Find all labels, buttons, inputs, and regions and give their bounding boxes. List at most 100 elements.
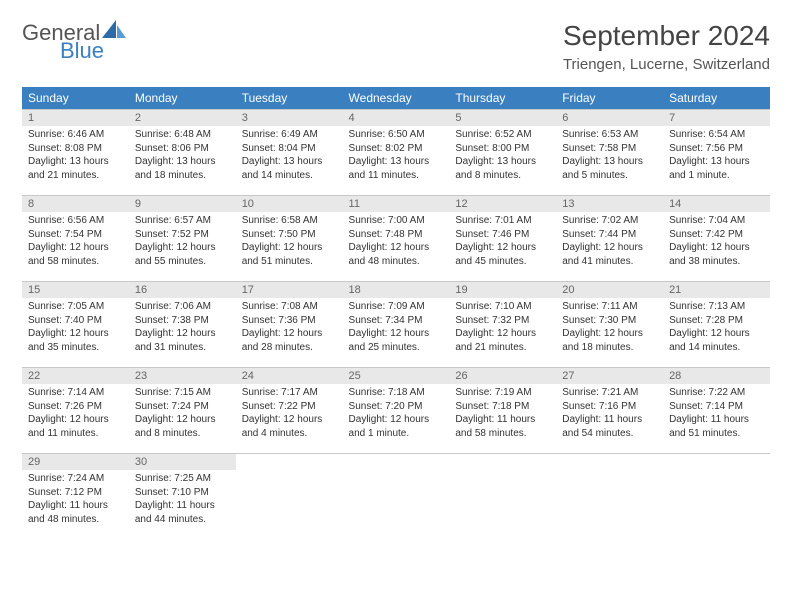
day-content: Sunrise: 7:24 AMSunset: 7:12 PMDaylight:… [22, 470, 129, 530]
calendar-row: 22Sunrise: 7:14 AMSunset: 7:26 PMDayligh… [22, 368, 770, 454]
day-content: Sunrise: 7:04 AMSunset: 7:42 PMDaylight:… [663, 212, 770, 272]
day-content: Sunrise: 6:50 AMSunset: 8:02 PMDaylight:… [343, 126, 450, 186]
day-number: 26 [449, 368, 556, 384]
calendar-row: 29Sunrise: 7:24 AMSunset: 7:12 PMDayligh… [22, 454, 770, 540]
weekday-header: Monday [129, 87, 236, 110]
day-number: 21 [663, 282, 770, 298]
calendar-cell: 23Sunrise: 7:15 AMSunset: 7:24 PMDayligh… [129, 368, 236, 454]
calendar-cell: 12Sunrise: 7:01 AMSunset: 7:46 PMDayligh… [449, 196, 556, 282]
day-content: Sunrise: 7:05 AMSunset: 7:40 PMDaylight:… [22, 298, 129, 358]
daylight-line: Daylight: 13 hours and 5 minutes. [562, 155, 657, 182]
sunrise-line: Sunrise: 6:58 AM [242, 214, 337, 228]
day-number: 24 [236, 368, 343, 384]
weekday-header: Friday [556, 87, 663, 110]
sunrise-line: Sunrise: 7:05 AM [28, 300, 123, 314]
calendar-cell: 29Sunrise: 7:24 AMSunset: 7:12 PMDayligh… [22, 454, 129, 540]
sunset-line: Sunset: 8:08 PM [28, 142, 123, 156]
sunset-line: Sunset: 7:20 PM [349, 400, 444, 414]
daylight-line: Daylight: 12 hours and 45 minutes. [455, 241, 550, 268]
sunrise-line: Sunrise: 6:57 AM [135, 214, 230, 228]
day-number: 28 [663, 368, 770, 384]
calendar-cell [663, 454, 770, 540]
calendar-cell: 9Sunrise: 6:57 AMSunset: 7:52 PMDaylight… [129, 196, 236, 282]
daylight-line: Daylight: 12 hours and 55 minutes. [135, 241, 230, 268]
sunrise-line: Sunrise: 6:53 AM [562, 128, 657, 142]
sunrise-line: Sunrise: 7:10 AM [455, 300, 550, 314]
calendar-cell: 22Sunrise: 7:14 AMSunset: 7:26 PMDayligh… [22, 368, 129, 454]
calendar-cell: 3Sunrise: 6:49 AMSunset: 8:04 PMDaylight… [236, 110, 343, 196]
day-number: 11 [343, 196, 450, 212]
sunrise-line: Sunrise: 7:18 AM [349, 386, 444, 400]
daylight-line: Daylight: 13 hours and 8 minutes. [455, 155, 550, 182]
daylight-line: Daylight: 12 hours and 48 minutes. [349, 241, 444, 268]
sunrise-line: Sunrise: 6:56 AM [28, 214, 123, 228]
sunset-line: Sunset: 7:24 PM [135, 400, 230, 414]
day-content: Sunrise: 6:58 AMSunset: 7:50 PMDaylight:… [236, 212, 343, 272]
calendar-cell: 11Sunrise: 7:00 AMSunset: 7:48 PMDayligh… [343, 196, 450, 282]
calendar-cell: 20Sunrise: 7:11 AMSunset: 7:30 PMDayligh… [556, 282, 663, 368]
sunrise-line: Sunrise: 7:00 AM [349, 214, 444, 228]
logo: General Blue [22, 20, 128, 62]
day-number: 27 [556, 368, 663, 384]
day-number: 6 [556, 110, 663, 126]
calendar-cell [556, 454, 663, 540]
daylight-line: Daylight: 12 hours and 35 minutes. [28, 327, 123, 354]
location-text: Triengen, Lucerne, Switzerland [563, 56, 770, 73]
sunset-line: Sunset: 7:22 PM [242, 400, 337, 414]
day-content: Sunrise: 7:17 AMSunset: 7:22 PMDaylight:… [236, 384, 343, 444]
day-content: Sunrise: 7:18 AMSunset: 7:20 PMDaylight:… [343, 384, 450, 444]
sunrise-line: Sunrise: 6:46 AM [28, 128, 123, 142]
day-number: 5 [449, 110, 556, 126]
sunset-line: Sunset: 7:46 PM [455, 228, 550, 242]
calendar-cell [343, 454, 450, 540]
daylight-line: Daylight: 12 hours and 38 minutes. [669, 241, 764, 268]
daylight-line: Daylight: 12 hours and 14 minutes. [669, 327, 764, 354]
calendar-cell: 6Sunrise: 6:53 AMSunset: 7:58 PMDaylight… [556, 110, 663, 196]
day-content: Sunrise: 7:22 AMSunset: 7:14 PMDaylight:… [663, 384, 770, 444]
sunset-line: Sunset: 7:56 PM [669, 142, 764, 156]
day-content: Sunrise: 6:48 AMSunset: 8:06 PMDaylight:… [129, 126, 236, 186]
logo-text-blue: Blue [60, 40, 128, 62]
day-number: 16 [129, 282, 236, 298]
day-content: Sunrise: 6:46 AMSunset: 8:08 PMDaylight:… [22, 126, 129, 186]
day-content: Sunrise: 6:57 AMSunset: 7:52 PMDaylight:… [129, 212, 236, 272]
daylight-line: Daylight: 13 hours and 21 minutes. [28, 155, 123, 182]
sunset-line: Sunset: 7:14 PM [669, 400, 764, 414]
calendar-cell: 2Sunrise: 6:48 AMSunset: 8:06 PMDaylight… [129, 110, 236, 196]
day-number: 14 [663, 196, 770, 212]
day-content: Sunrise: 7:00 AMSunset: 7:48 PMDaylight:… [343, 212, 450, 272]
calendar-cell: 24Sunrise: 7:17 AMSunset: 7:22 PMDayligh… [236, 368, 343, 454]
sunrise-line: Sunrise: 7:25 AM [135, 472, 230, 486]
sunset-line: Sunset: 7:48 PM [349, 228, 444, 242]
daylight-line: Daylight: 13 hours and 18 minutes. [135, 155, 230, 182]
daylight-line: Daylight: 12 hours and 8 minutes. [135, 413, 230, 440]
sunrise-line: Sunrise: 7:22 AM [669, 386, 764, 400]
sunrise-line: Sunrise: 7:24 AM [28, 472, 123, 486]
day-number: 29 [22, 454, 129, 470]
day-content: Sunrise: 7:15 AMSunset: 7:24 PMDaylight:… [129, 384, 236, 444]
daylight-line: Daylight: 12 hours and 31 minutes. [135, 327, 230, 354]
calendar-cell: 16Sunrise: 7:06 AMSunset: 7:38 PMDayligh… [129, 282, 236, 368]
sunrise-line: Sunrise: 7:04 AM [669, 214, 764, 228]
calendar-cell: 13Sunrise: 7:02 AMSunset: 7:44 PMDayligh… [556, 196, 663, 282]
header: General Blue September 2024 Triengen, Lu… [22, 20, 770, 73]
daylight-line: Daylight: 11 hours and 51 minutes. [669, 413, 764, 440]
calendar-cell: 7Sunrise: 6:54 AMSunset: 7:56 PMDaylight… [663, 110, 770, 196]
day-content: Sunrise: 7:19 AMSunset: 7:18 PMDaylight:… [449, 384, 556, 444]
calendar-cell: 1Sunrise: 6:46 AMSunset: 8:08 PMDaylight… [22, 110, 129, 196]
sunrise-line: Sunrise: 7:08 AM [242, 300, 337, 314]
day-number: 20 [556, 282, 663, 298]
sunrise-line: Sunrise: 6:49 AM [242, 128, 337, 142]
sunset-line: Sunset: 7:52 PM [135, 228, 230, 242]
sunset-line: Sunset: 7:54 PM [28, 228, 123, 242]
calendar-cell: 5Sunrise: 6:52 AMSunset: 8:00 PMDaylight… [449, 110, 556, 196]
day-number: 17 [236, 282, 343, 298]
day-number: 15 [22, 282, 129, 298]
daylight-line: Daylight: 12 hours and 28 minutes. [242, 327, 337, 354]
day-number: 19 [449, 282, 556, 298]
daylight-line: Daylight: 12 hours and 18 minutes. [562, 327, 657, 354]
sunset-line: Sunset: 8:00 PM [455, 142, 550, 156]
calendar-cell: 19Sunrise: 7:10 AMSunset: 7:32 PMDayligh… [449, 282, 556, 368]
day-number: 2 [129, 110, 236, 126]
weekday-header: Thursday [449, 87, 556, 110]
